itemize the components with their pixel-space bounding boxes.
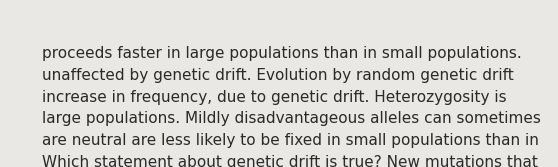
- Text: unaffected by genetic drift. Evolution by random genetic drift: unaffected by genetic drift. Evolution b…: [42, 68, 514, 83]
- Text: Which statement about genetic drift is true? New mutations that: Which statement about genetic drift is t…: [42, 155, 538, 167]
- Text: increase in frequency, due to genetic drift. Heterozygosity is: increase in frequency, due to genetic dr…: [42, 90, 507, 105]
- Text: large populations. Mildly disadvantageous alleles can sometimes: large populations. Mildly disadvantageou…: [42, 111, 541, 126]
- Text: proceeds faster in large populations than in small populations.: proceeds faster in large populations tha…: [42, 46, 522, 61]
- Text: are neutral are less likely to be fixed in small populations than in: are neutral are less likely to be fixed …: [42, 133, 539, 148]
